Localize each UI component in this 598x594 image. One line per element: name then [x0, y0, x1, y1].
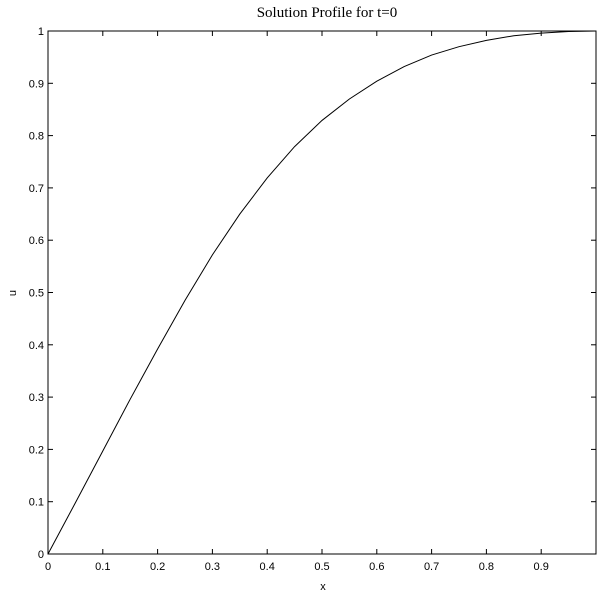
x-tick-label: 0.8	[479, 561, 494, 573]
x-tick-label: 0.6	[369, 561, 384, 573]
series-line	[47, 30, 597, 555]
y-tick-label: 0.8	[29, 131, 44, 143]
x-tick-label: 0.1	[95, 561, 110, 573]
x-tick-label: 0.7	[424, 561, 439, 573]
y-tick-label: 0.6	[29, 235, 44, 247]
x-tick-label: 0.5	[314, 561, 329, 573]
y-tick-label: 0.1	[29, 497, 44, 509]
x-tick-label: 0.4	[260, 561, 275, 573]
y-tick-label: 0.5	[29, 288, 44, 300]
x-tick-label: 0.3	[205, 561, 220, 573]
y-tick-label: 0.9	[29, 78, 44, 90]
x-tick-label: 0.2	[150, 561, 165, 573]
y-tick-label: 0.4	[29, 340, 44, 352]
plot-area	[47, 30, 597, 555]
y-tick-label: 0	[38, 549, 44, 561]
series-group	[47, 30, 597, 555]
y-axis-label: u	[7, 290, 19, 296]
y-tick-label: 0.2	[29, 444, 44, 456]
chart-title: Solution Profile for t=0	[257, 5, 398, 21]
y-tick-label: 0.3	[29, 392, 44, 404]
x-tick-label: 0.9	[534, 561, 549, 573]
x-tick-label: 0	[45, 561, 51, 573]
x-axis-ticks: 0 0.1 0.2 0.3 0.4 0.5 0.6 0.7 0.8 0.9	[45, 31, 549, 573]
y-axis-ticks: 0 0.1 0.2 0.3 0.4 0.5 0.6 0.7 0.8 0.9 1	[29, 26, 596, 561]
y-tick-label: 1	[38, 26, 44, 38]
y-tick-label: 0.7	[29, 183, 44, 195]
x-axis-label: x	[320, 581, 326, 593]
